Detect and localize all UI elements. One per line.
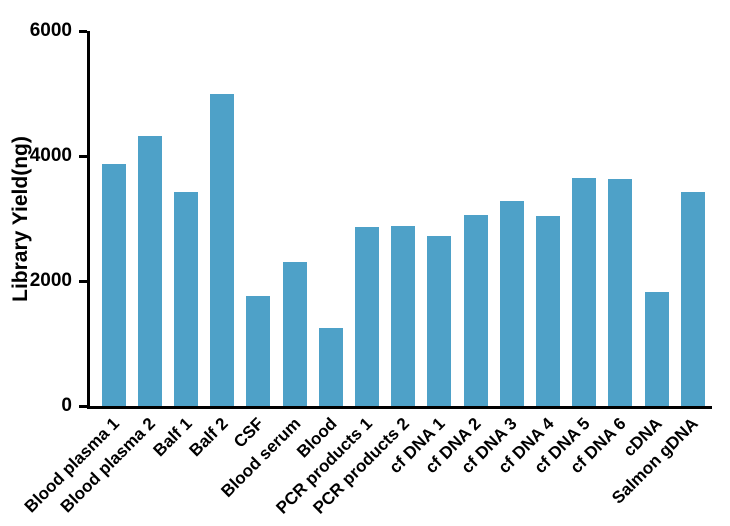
bar [535, 216, 560, 406]
bar [427, 236, 452, 406]
bar [246, 296, 271, 406]
bar [318, 327, 343, 406]
x-axis-label: Balf 2 [185, 414, 232, 461]
bar [354, 227, 379, 406]
y-tick-label: 4000 [29, 145, 72, 166]
y-tick-label: 2000 [29, 270, 72, 291]
x-axis-line [87, 406, 712, 409]
bar [608, 178, 633, 406]
y-axis-line [87, 31, 90, 409]
bar [101, 163, 126, 406]
bar [463, 215, 488, 406]
bars-container [90, 31, 712, 406]
bar [282, 262, 307, 406]
x-axis-labels: Blood plasma 1 Blood plasma 2 Balf 1 Balf 2… [21, 412, 712, 526]
plot-area: 0 2000 4000 6000 [30, 20, 712, 416]
bar [499, 201, 524, 406]
x-axis-label: Balf 1 [149, 414, 196, 461]
bar [173, 191, 198, 406]
bar [391, 226, 416, 406]
y-axis-ticks: 0 2000 4000 6000 [0, 20, 90, 416]
y-tick-mark [79, 279, 87, 283]
y-tick-label: 0 [61, 395, 72, 416]
bar [210, 93, 235, 406]
y-tick-label: 6000 [29, 20, 72, 41]
y-tick-mark [79, 404, 87, 408]
bar [137, 136, 162, 406]
bar [572, 177, 597, 406]
y-tick-mark [79, 29, 87, 33]
y-tick-mark [79, 154, 87, 158]
bar [680, 192, 705, 406]
bar [644, 292, 669, 406]
